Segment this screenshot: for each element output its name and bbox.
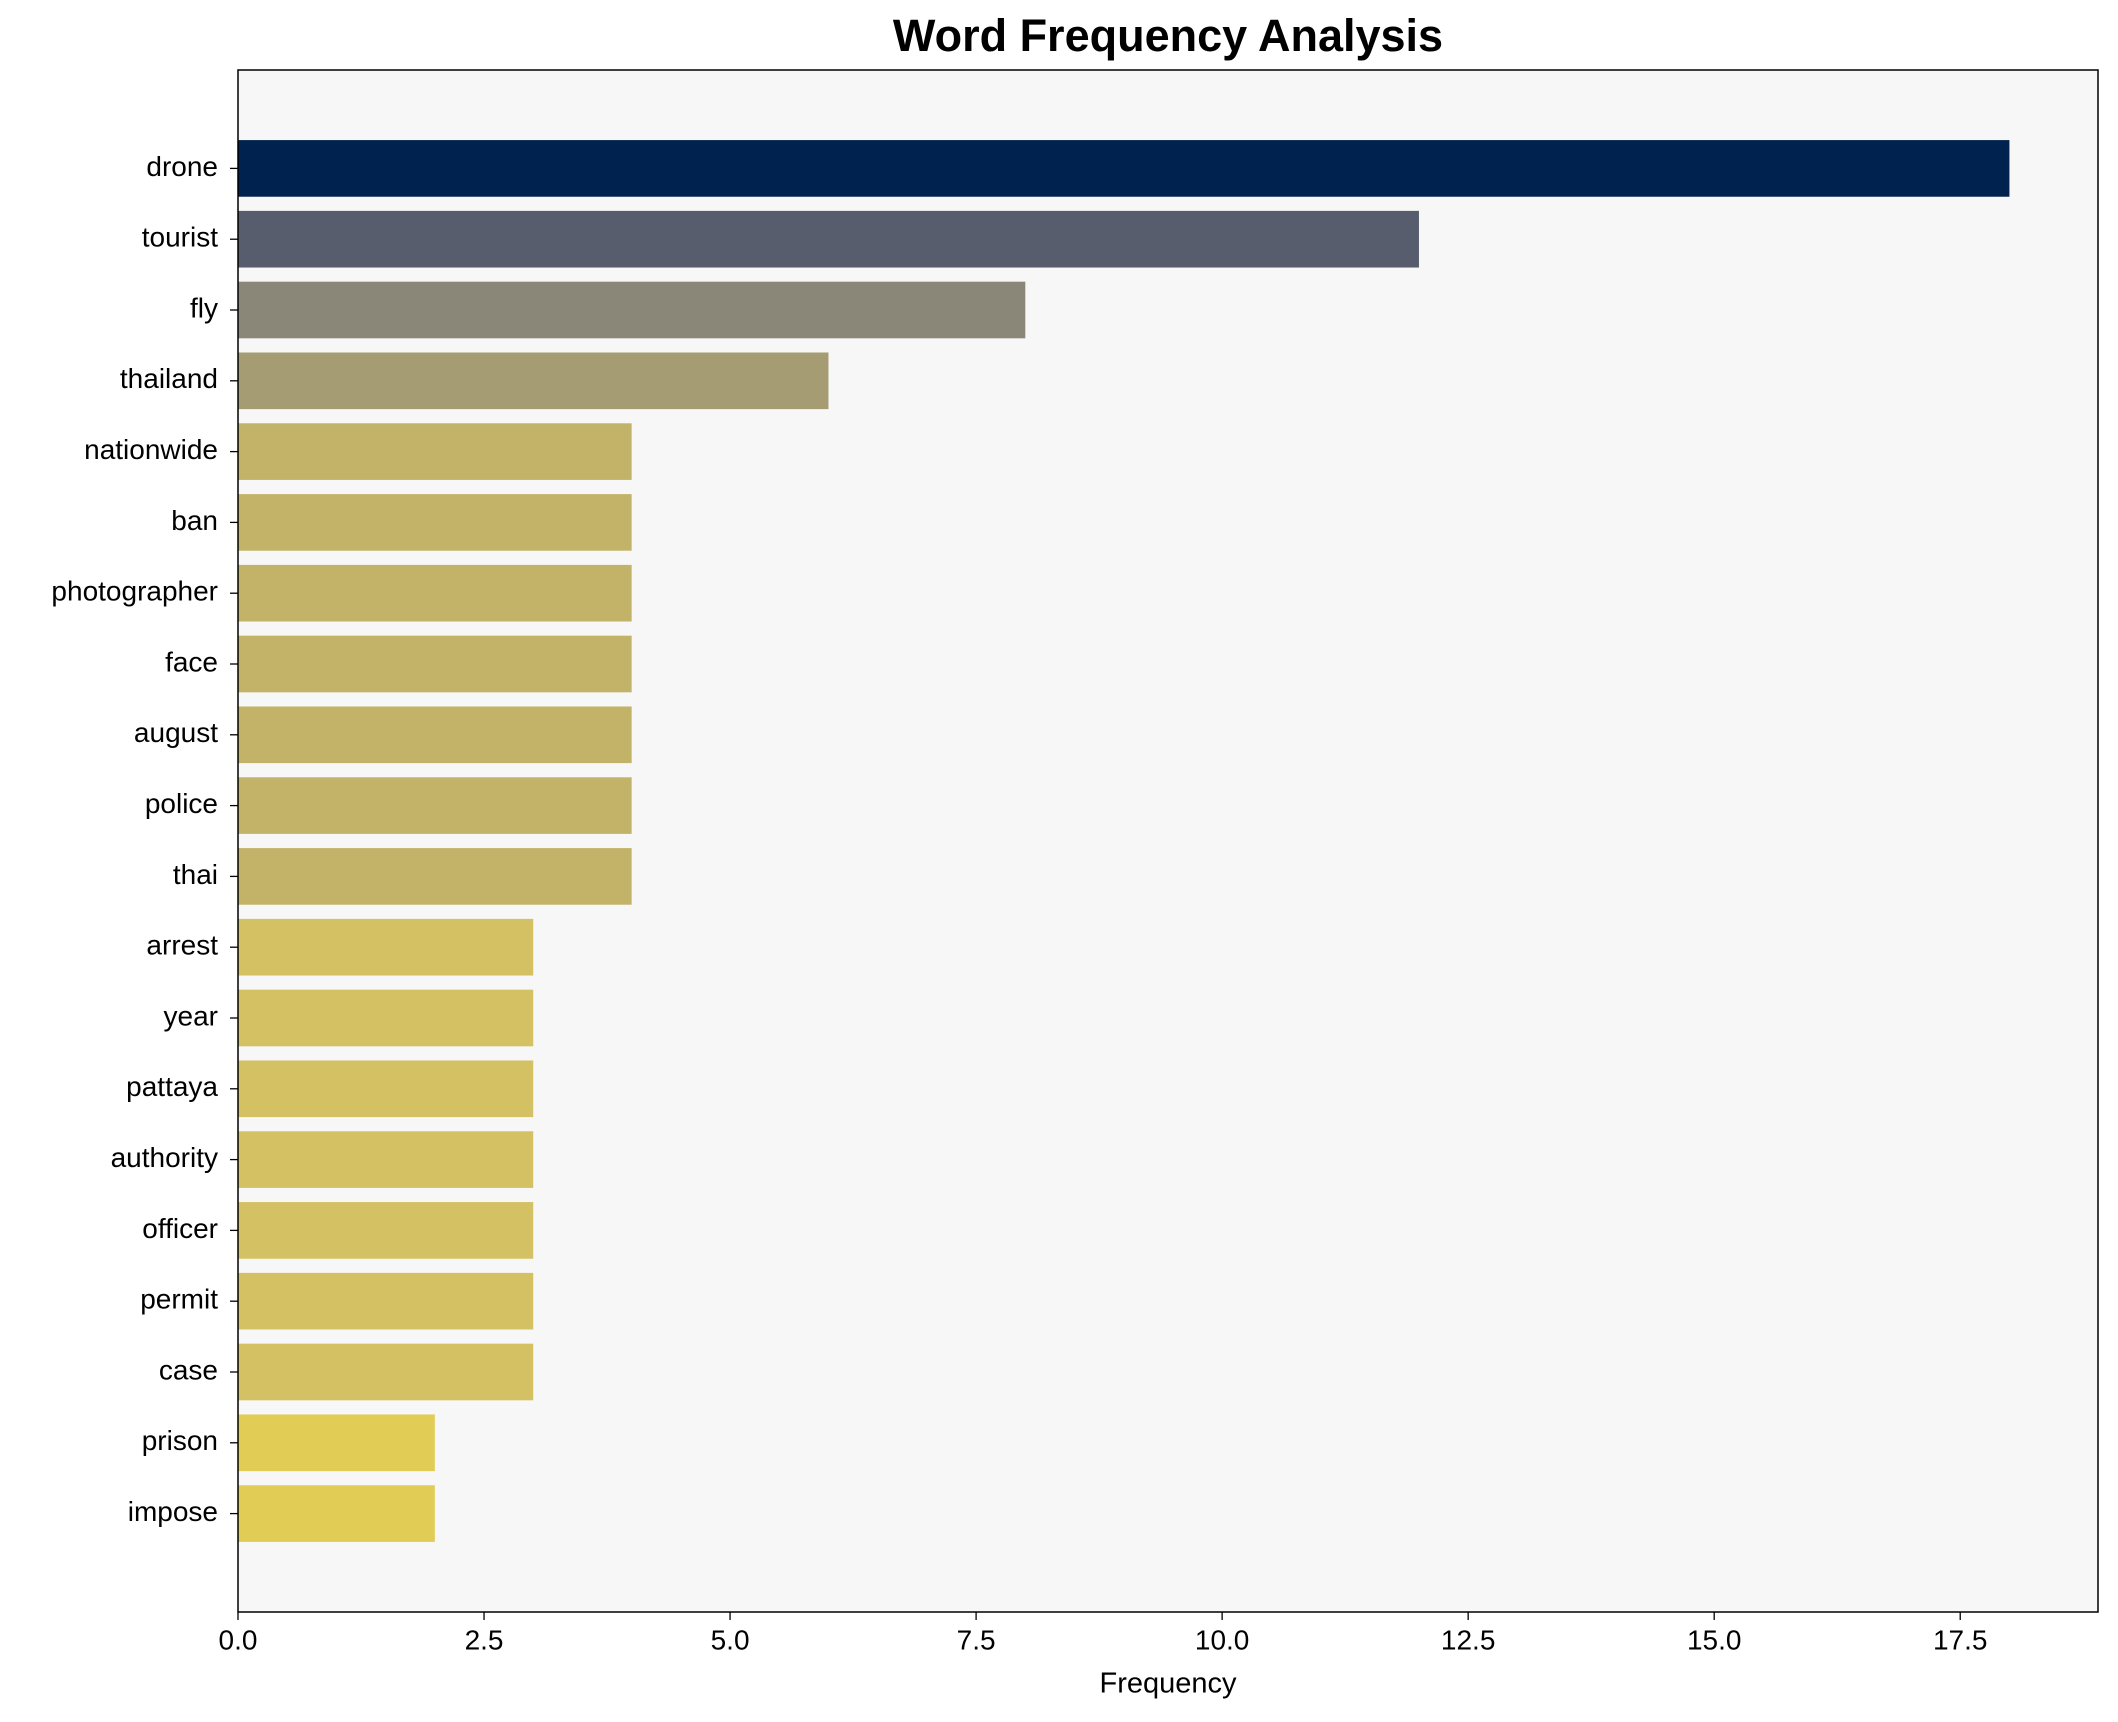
y-tick-label: thailand bbox=[120, 363, 218, 394]
y-tick-label: tourist bbox=[142, 222, 218, 253]
bar bbox=[238, 1060, 534, 1118]
bar bbox=[238, 352, 829, 410]
x-axis-label: Frequency bbox=[1099, 1668, 1237, 1700]
bar bbox=[238, 989, 534, 1047]
y-tick-label: police bbox=[145, 788, 218, 819]
x-tick-label: 10.0 bbox=[1195, 1624, 1250, 1655]
bar bbox=[238, 210, 1419, 268]
bar bbox=[238, 494, 632, 551]
bar bbox=[238, 1202, 534, 1259]
x-tick-label: 2.5 bbox=[465, 1624, 504, 1655]
y-tick-label: permit bbox=[140, 1284, 218, 1315]
y-tick-label: arrest bbox=[146, 930, 218, 961]
y-tick-label: year bbox=[164, 1000, 218, 1031]
bar bbox=[238, 1485, 435, 1542]
bar bbox=[238, 1272, 534, 1330]
y-tick-label: drone bbox=[146, 151, 218, 182]
y-tick-label: fly bbox=[190, 292, 218, 323]
bar bbox=[238, 281, 1026, 339]
bar bbox=[238, 1343, 534, 1401]
y-tick-label: authority bbox=[111, 1142, 218, 1173]
x-tick-label: 0.0 bbox=[219, 1624, 258, 1655]
y-tick-label: ban bbox=[171, 505, 218, 536]
y-tick-label: nationwide bbox=[84, 434, 218, 465]
bar bbox=[238, 564, 632, 622]
bar bbox=[238, 777, 632, 834]
y-tick-label: officer bbox=[142, 1213, 218, 1244]
y-tick-label: case bbox=[159, 1354, 218, 1385]
x-tick-label: 12.5 bbox=[1441, 1624, 1496, 1655]
bar bbox=[238, 423, 632, 480]
y-tick-label: face bbox=[165, 646, 218, 677]
bar bbox=[238, 848, 632, 905]
bar bbox=[238, 635, 632, 693]
bar bbox=[238, 706, 632, 764]
y-tick-label: photographer bbox=[51, 576, 218, 607]
bar bbox=[238, 918, 534, 976]
x-tick-label: 7.5 bbox=[957, 1624, 996, 1655]
x-tick-label: 15.0 bbox=[1687, 1624, 1742, 1655]
chart-title: Word Frequency Analysis bbox=[893, 10, 1443, 61]
y-tick-label: impose bbox=[128, 1496, 218, 1527]
y-tick-label: prison bbox=[142, 1425, 218, 1456]
y-tick-label: pattaya bbox=[126, 1071, 218, 1102]
bar bbox=[238, 1414, 435, 1472]
x-tick-label: 17.5 bbox=[1933, 1624, 1988, 1655]
plot-frame bbox=[237, 69, 2099, 1613]
bar bbox=[238, 1131, 534, 1188]
x-tick-label: 5.0 bbox=[711, 1624, 750, 1655]
bar bbox=[238, 140, 2010, 197]
y-tick-label: august bbox=[134, 717, 218, 748]
y-tick-label: thai bbox=[173, 859, 218, 890]
